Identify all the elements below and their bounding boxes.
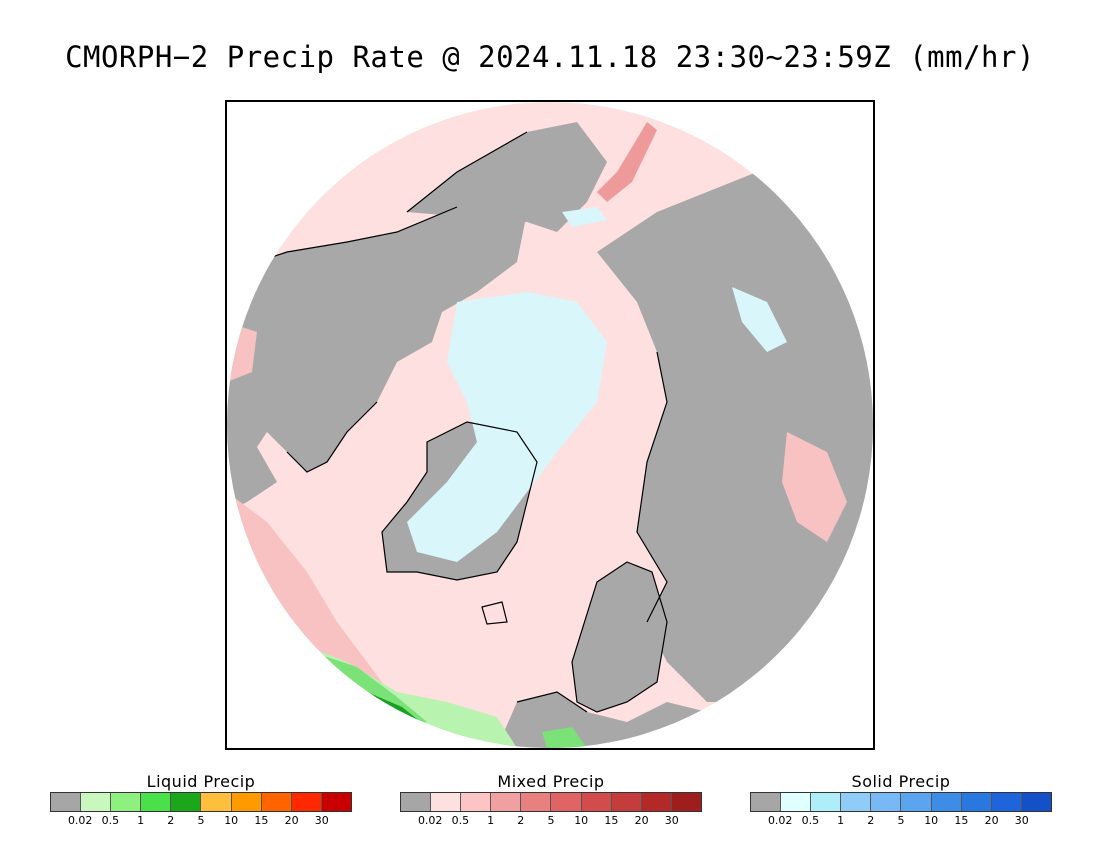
- legend-tick-label: 2: [167, 814, 175, 827]
- mixed-precip-north: [597, 122, 657, 202]
- legend-tick-label: 10: [574, 814, 589, 827]
- land-russia-east: [597, 172, 873, 702]
- liquid-precip-uk: [542, 727, 587, 748]
- legend-tick-label: 2: [867, 814, 875, 827]
- legend-tick-label: 5: [197, 814, 205, 827]
- snow-east-siberia: [732, 287, 787, 352]
- map-svg: [227, 102, 873, 748]
- legend-tick-label: 20: [284, 814, 299, 827]
- legend-swatch: [291, 793, 322, 811]
- legend-swatch: [811, 793, 842, 811]
- legend-swatch: [261, 793, 292, 811]
- legend-swatch: [901, 793, 932, 811]
- legend-title: Mixed Precip: [497, 772, 605, 791]
- color-swatches: [750, 792, 1052, 812]
- legend-tick-label: 0.02: [417, 814, 443, 827]
- land-siberia-top: [407, 122, 607, 232]
- legend-mixed-precip: Mixed Precip 0.02 0.5 1 2 5 10 15 20 30: [400, 772, 702, 827]
- land-scandinavia: [572, 562, 667, 712]
- legend-tick-label: 0.5: [451, 814, 470, 827]
- legend-tick-label: 5: [547, 814, 555, 827]
- legend-tick-label: 1: [137, 814, 145, 827]
- legend-swatch: [431, 793, 462, 811]
- legend-swatch: [171, 793, 202, 811]
- legend-swatch: [491, 793, 522, 811]
- legend-swatch: [321, 793, 351, 811]
- legend-swatch: [611, 793, 642, 811]
- legend-swatch: [51, 793, 82, 811]
- legend-tick-label: 0.02: [767, 814, 793, 827]
- legend-title: Solid Precip: [851, 772, 951, 791]
- legend-swatch: [141, 793, 172, 811]
- legend-swatch: [111, 793, 142, 811]
- legend-swatch: [551, 793, 582, 811]
- legend-swatch: [751, 793, 782, 811]
- legend-tick-label: 0.02: [67, 814, 93, 827]
- tick-labels: 0.02 0.5 1 2 5 10 15 20 30: [400, 812, 702, 827]
- legend-swatch: [201, 793, 232, 811]
- tick-labels: 0.02 0.5 1 2 5 10 15 20 30: [750, 812, 1052, 827]
- legend-tick-label: 30: [314, 814, 329, 827]
- legend-swatch: [871, 793, 902, 811]
- legend-tick-label: 20: [634, 814, 649, 827]
- color-swatches: [400, 792, 702, 812]
- land-north-america: [227, 192, 527, 512]
- legend-swatch: [781, 793, 812, 811]
- legend-swatch: [991, 793, 1022, 811]
- legend-liquid-precip: Liquid Precip 0.02 0.5 1 2 5 10 15 20 30: [50, 772, 352, 827]
- legend-swatch: [521, 793, 552, 811]
- legend-swatch: [81, 793, 112, 811]
- legend-tick-label: 10: [224, 814, 239, 827]
- tick-labels: 0.02 0.5 1 2 5 10 15 20 30: [50, 812, 352, 827]
- color-swatches: [50, 792, 352, 812]
- snow-kamchatka: [562, 207, 607, 227]
- legend-tick-label: 30: [664, 814, 679, 827]
- legend-tick-label: 0.5: [801, 814, 820, 827]
- legend-solid-precip: Solid Precip 0.02 0.5 1 2 5 10 15 20 30: [750, 772, 1052, 827]
- legend-tick-label: 15: [254, 814, 269, 827]
- legend-tick-label: 30: [1014, 814, 1029, 827]
- polar-map: [225, 100, 875, 750]
- legend-swatch: [931, 793, 962, 811]
- chart-title: CMORPH−2 Precip Rate @ 2024.11.18 23:30∼…: [65, 40, 1035, 74]
- legend-swatch: [231, 793, 262, 811]
- legend-tick-label: 20: [984, 814, 999, 827]
- legend-tick-label: 0.5: [101, 814, 120, 827]
- snow-arctic: [407, 292, 607, 562]
- legend-swatch: [581, 793, 612, 811]
- legend-tick-label: 15: [604, 814, 619, 827]
- legend-swatch: [641, 793, 672, 811]
- legend-tick-label: 10: [924, 814, 939, 827]
- legend-swatch: [841, 793, 872, 811]
- legend-swatch: [461, 793, 492, 811]
- mixed-precip-east: [782, 432, 847, 542]
- legend-tick-label: 5: [897, 814, 905, 827]
- legend-swatch: [671, 793, 701, 811]
- legend-swatch: [961, 793, 992, 811]
- legend-title: Liquid Precip: [146, 772, 256, 791]
- legend-tick-label: 1: [487, 814, 495, 827]
- legend-swatch: [1021, 793, 1051, 811]
- legend-tick-label: 15: [954, 814, 969, 827]
- legend-tick-label: 2: [517, 814, 525, 827]
- legend-swatch: [401, 793, 432, 811]
- legend-tick-label: 1: [837, 814, 845, 827]
